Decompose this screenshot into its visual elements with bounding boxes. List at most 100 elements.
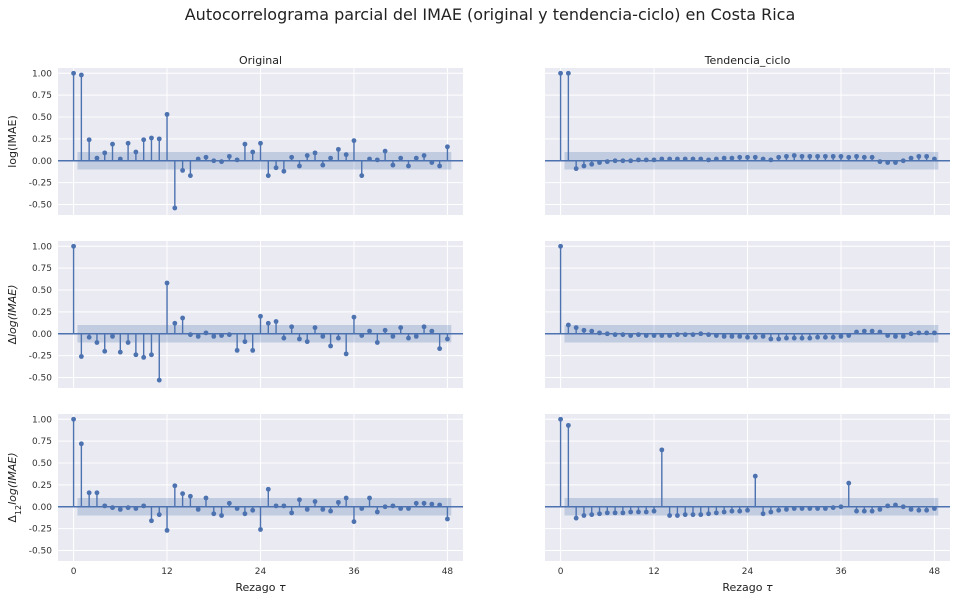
stem-point bbox=[924, 330, 930, 336]
stem-point bbox=[784, 335, 789, 341]
y-tick-label: 0.50 bbox=[32, 113, 52, 123]
stem-point bbox=[195, 506, 201, 512]
stem-point bbox=[861, 154, 867, 160]
stem-point bbox=[359, 506, 365, 511]
stem-point bbox=[203, 330, 209, 336]
stem-point bbox=[437, 346, 443, 352]
stem-point bbox=[682, 512, 688, 518]
stem-point bbox=[675, 156, 680, 162]
stem-point bbox=[94, 340, 100, 345]
stem-point bbox=[675, 332, 680, 338]
stem-point bbox=[745, 507, 750, 513]
stem-point bbox=[713, 333, 719, 338]
panel-title: Original bbox=[239, 54, 282, 67]
stem-point bbox=[558, 243, 563, 249]
x-tick-label: 36 bbox=[835, 567, 847, 577]
stem-point bbox=[589, 328, 595, 334]
stem-point bbox=[445, 144, 450, 150]
stem-point bbox=[869, 508, 875, 514]
stem-point bbox=[791, 506, 797, 511]
stem-point bbox=[893, 502, 898, 508]
stem-point bbox=[117, 349, 123, 355]
stem-point bbox=[398, 506, 404, 511]
y-axis-label: Δ12log(IMAE) bbox=[6, 452, 23, 522]
stem-point bbox=[219, 333, 224, 338]
stem-point bbox=[382, 148, 388, 154]
stem-point bbox=[188, 173, 193, 179]
stem-point bbox=[312, 150, 318, 156]
stem-point bbox=[791, 153, 797, 158]
stem-point bbox=[893, 160, 898, 165]
stem-point bbox=[620, 158, 626, 164]
stem-point bbox=[706, 332, 711, 338]
stem-point bbox=[164, 280, 170, 286]
stem-point bbox=[628, 158, 634, 164]
stem-point bbox=[885, 503, 891, 509]
stem-point bbox=[265, 486, 271, 492]
stem-point bbox=[698, 331, 704, 337]
stem-point bbox=[335, 335, 341, 341]
stem-point bbox=[429, 501, 435, 507]
stem-point bbox=[713, 510, 719, 516]
stem-point bbox=[110, 505, 115, 511]
stem-point bbox=[234, 506, 240, 511]
stem-point bbox=[335, 146, 341, 152]
stem-point bbox=[421, 324, 427, 330]
stem-point bbox=[565, 422, 571, 428]
stem-point bbox=[628, 333, 634, 338]
stem-point bbox=[667, 156, 673, 162]
stem-point bbox=[382, 504, 388, 510]
stem-point bbox=[180, 167, 186, 173]
stem-point bbox=[752, 334, 758, 340]
y-tick-label: 0.00 bbox=[32, 330, 52, 340]
stem-point bbox=[737, 333, 743, 339]
stem-point bbox=[273, 165, 279, 171]
stem-point bbox=[791, 335, 797, 341]
stem-point bbox=[219, 159, 224, 165]
y-tick-label: -0.50 bbox=[29, 201, 53, 211]
stem-point bbox=[643, 509, 649, 515]
stem-point bbox=[830, 153, 836, 159]
stem-point bbox=[86, 490, 92, 496]
stem-point bbox=[877, 159, 883, 165]
x-tick-label: 24 bbox=[742, 567, 754, 577]
stem-point bbox=[406, 506, 411, 511]
x-axis-label: Rezago τ bbox=[235, 581, 286, 594]
stem-point bbox=[413, 500, 419, 506]
stem-point bbox=[698, 512, 704, 518]
y-tick-label: 0.50 bbox=[32, 286, 52, 296]
stem-point bbox=[78, 354, 84, 359]
stem-point bbox=[156, 136, 162, 142]
stem-point bbox=[667, 513, 673, 518]
acf-panel-r1-c1 bbox=[545, 241, 950, 388]
x-tick-label: 48 bbox=[929, 567, 941, 577]
stem-point bbox=[125, 505, 131, 511]
stem-point bbox=[281, 335, 287, 341]
stem-point bbox=[273, 503, 279, 509]
stem-point bbox=[924, 153, 930, 159]
stem-point bbox=[367, 156, 372, 162]
stem-point bbox=[916, 153, 922, 159]
stem-point bbox=[328, 343, 333, 349]
stem-point bbox=[320, 506, 326, 512]
stem-point bbox=[760, 333, 766, 339]
x-tick-label: 24 bbox=[255, 567, 267, 577]
stem-point bbox=[799, 506, 805, 511]
stem-point bbox=[125, 140, 131, 146]
y-tick-label: 0.00 bbox=[32, 503, 52, 513]
y-tick-label: 0.75 bbox=[32, 91, 52, 101]
stem-point bbox=[861, 328, 867, 334]
stem-point bbox=[908, 155, 914, 161]
stem-point bbox=[343, 495, 349, 501]
stem-point bbox=[651, 508, 657, 514]
stem-point bbox=[721, 509, 727, 515]
stem-point bbox=[589, 512, 595, 518]
stem-point bbox=[413, 155, 419, 161]
stem-point bbox=[659, 333, 665, 338]
stem-point bbox=[273, 319, 279, 324]
stem-point bbox=[141, 137, 147, 143]
stem-point bbox=[289, 324, 295, 330]
stem-point bbox=[156, 377, 162, 383]
stem-point bbox=[413, 333, 419, 339]
